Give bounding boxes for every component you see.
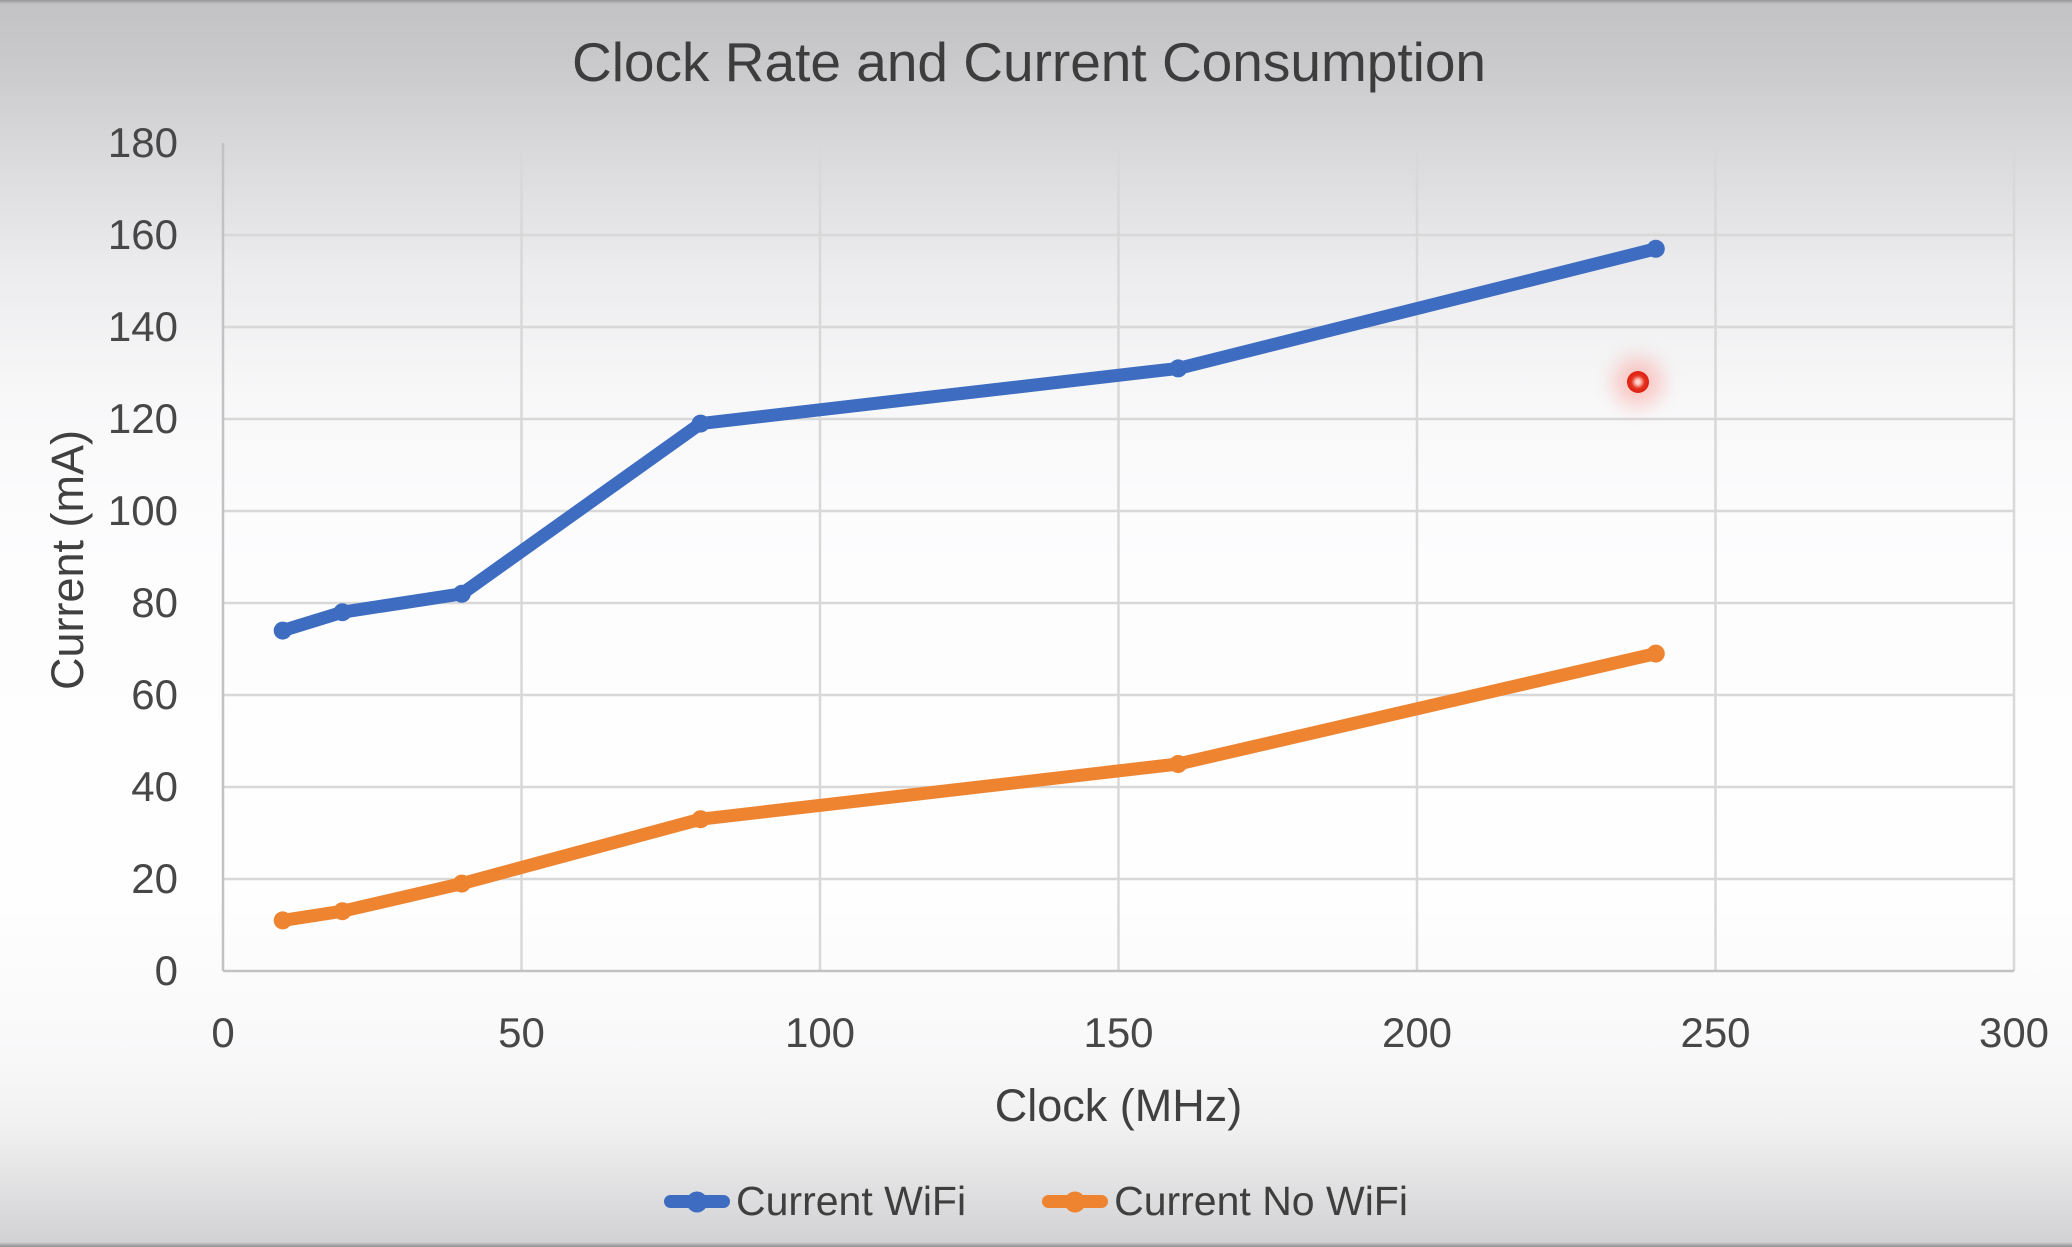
legend-label-current-wifi: Current WiFi (736, 1178, 967, 1224)
y-tick-label: 20 (131, 855, 178, 902)
legend: Current WiFi Current No WiFi (0, 1178, 2072, 1225)
y-tick-label: 0 (154, 947, 178, 994)
legend-label-current-no-wifi: Current No WiFi (1114, 1178, 1408, 1224)
laser-pointer-dot (1626, 371, 1649, 394)
y-tick-label: 180 (107, 119, 178, 166)
y-tick-label: 100 (107, 487, 178, 534)
x-tick-label: 250 (1680, 1009, 1751, 1056)
y-tick-label: 160 (107, 211, 178, 258)
chart-title: Clock Rate and Current Consumption (571, 31, 1487, 93)
y-tick-label: 120 (107, 395, 178, 442)
y-tick-label: 140 (107, 303, 178, 350)
legend-item-current-no-wifi: Current No WiFi (1042, 1178, 1408, 1225)
y-tick-label: 80 (131, 579, 178, 626)
x-axis-title: Clock (MHz) (994, 1080, 1243, 1131)
y-tick-label: 60 (131, 671, 178, 718)
x-tick-label: 150 (1083, 1009, 1154, 1056)
x-tick-label: 300 (1978, 1009, 2050, 1056)
x-tick-label: 0 (211, 1009, 235, 1056)
legend-marker-dot-icon (1064, 1191, 1086, 1212)
y-tick-label: 40 (131, 763, 178, 810)
legend-marker-dot-icon (686, 1191, 708, 1212)
x-tick-label: 50 (498, 1009, 545, 1056)
legend-swatch-current-no-wifi-icon (1042, 1191, 1109, 1212)
plot-area (221, 141, 2016, 973)
y-axis-title: Current (mA) (42, 429, 93, 691)
x-tick-label: 100 (784, 1009, 856, 1056)
legend-item-current-wifi: Current WiFi (664, 1178, 966, 1225)
chart-svg (221, 141, 2016, 973)
legend-swatch-current-wifi-icon (664, 1191, 731, 1212)
x-tick-label: 200 (1381, 1009, 1453, 1056)
